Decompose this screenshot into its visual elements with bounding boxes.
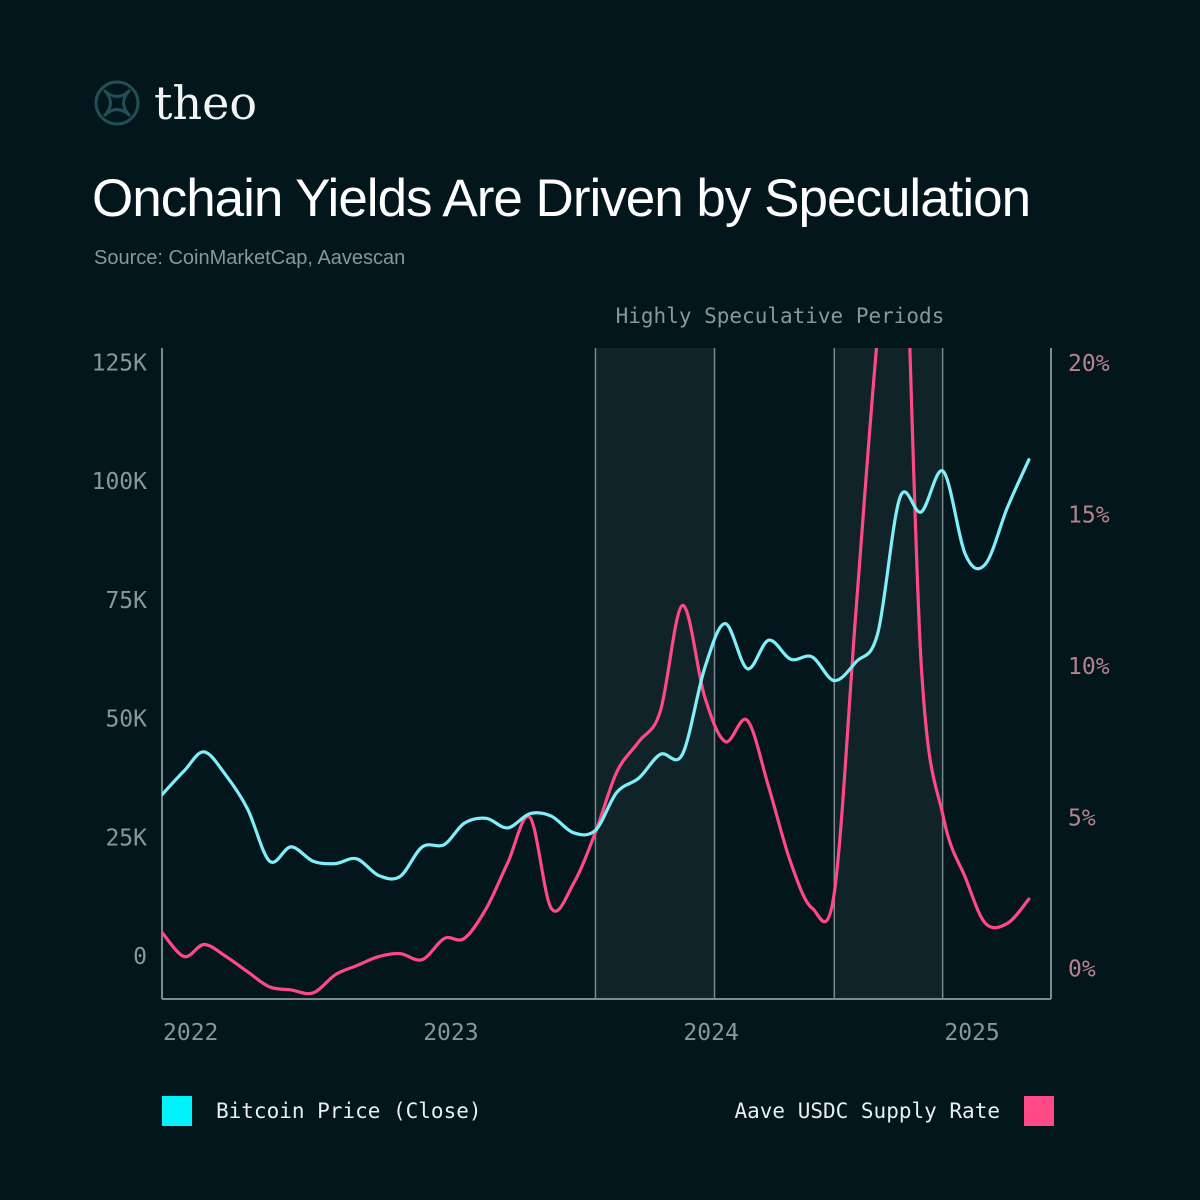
band-label: Highly Speculative Periods	[616, 304, 945, 328]
x-tick-label: 2023	[423, 1020, 478, 1046]
series-line-aave	[162, 348, 1031, 996]
chart: 0 25K 50K 75K 100K 125K 0% 5% 10% 15% 20% 2022 2023 2…	[92, 304, 1110, 1046]
legend-swatch-aave	[1024, 1096, 1054, 1126]
legend-label-aave: Aave USDC Supply Rate	[734, 1099, 1000, 1123]
right-tick-label: 20%	[1068, 351, 1110, 377]
left-tick-label: 75K	[105, 588, 147, 614]
legend-label-btc: Bitcoin Price (Close)	[216, 1099, 482, 1123]
brand-name: theo	[154, 76, 258, 130]
x-tick-label: 2022	[163, 1020, 218, 1046]
chart-source: Source: CoinMarketCap, Aavescan	[94, 247, 406, 269]
series-line-bitcoin	[162, 458, 1031, 881]
right-tick-label: 5%	[1068, 805, 1096, 831]
chart-title: Onchain Yields Are Driven by Speculation	[92, 169, 1031, 228]
left-tick-label: 0	[133, 944, 147, 970]
legend-swatch-btc	[162, 1096, 192, 1126]
brand: theo	[92, 78, 257, 128]
left-tick-label: 50K	[105, 707, 147, 733]
right-tick-label: 0%	[1068, 957, 1096, 983]
left-tick-label: 100K	[92, 469, 148, 495]
legend-btc: Bitcoin Price (Close)	[162, 1096, 482, 1126]
right-tick-label: 15%	[1068, 503, 1110, 529]
theo-globe-icon	[94, 80, 140, 126]
speculative-band-1	[595, 348, 715, 999]
legend-aave: Aave USDC Supply Rate	[734, 1096, 1054, 1126]
left-tick-label: 25K	[105, 825, 147, 851]
left-tick-label: 125K	[92, 350, 148, 376]
x-tick-label: 2024	[683, 1020, 738, 1046]
right-tick-label: 10%	[1068, 654, 1110, 680]
x-tick-label: 2025	[944, 1020, 999, 1046]
